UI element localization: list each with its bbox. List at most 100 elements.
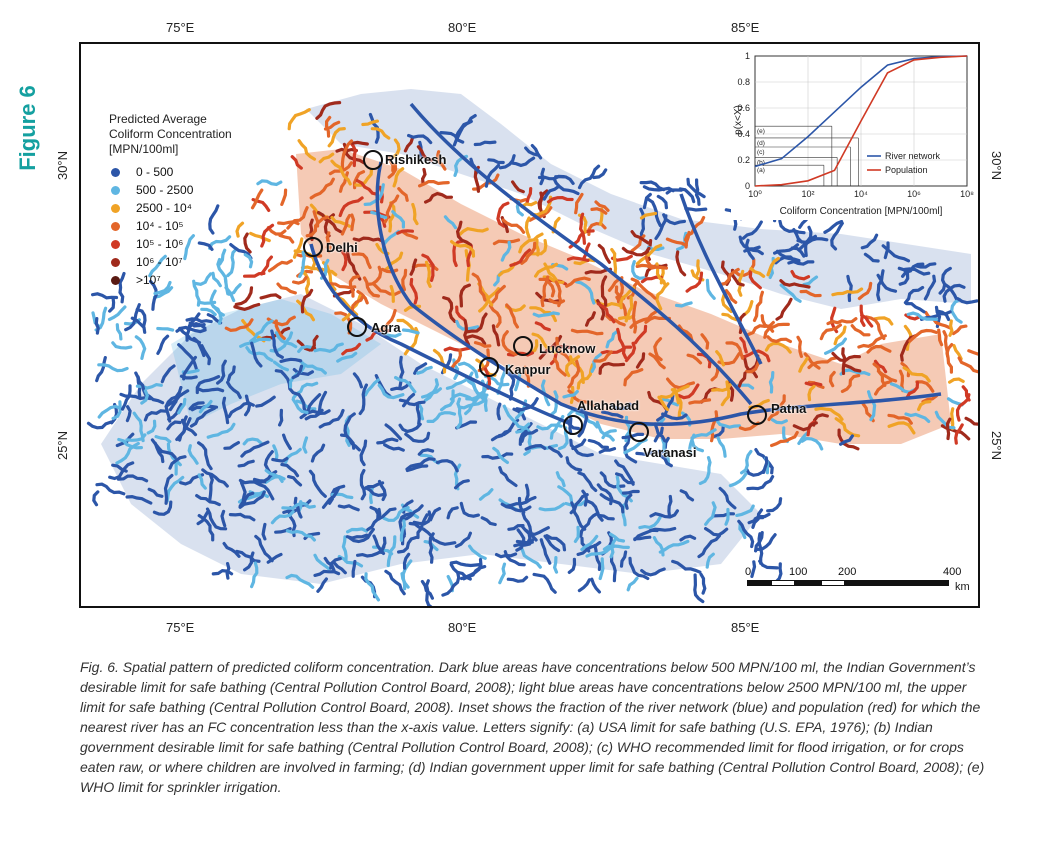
river-segment	[629, 310, 658, 329]
river-segment	[515, 422, 531, 434]
river-segment	[607, 277, 621, 292]
river-segment	[108, 461, 135, 481]
legend-swatch	[111, 185, 120, 195]
river-segment	[624, 295, 634, 323]
river-segment	[95, 482, 126, 496]
legend-swatch	[111, 203, 120, 213]
river-segment	[846, 274, 853, 303]
river-segment	[298, 250, 306, 279]
river-segment	[543, 534, 561, 553]
river-segment	[391, 210, 405, 229]
river-segment	[403, 136, 415, 153]
river-segment	[227, 283, 242, 296]
river-segment	[867, 390, 877, 422]
river-segment	[240, 440, 270, 458]
river-segment	[459, 501, 480, 518]
river-segment	[659, 384, 690, 399]
river-segment	[757, 532, 764, 565]
city-label-patna: Patna	[771, 401, 807, 416]
river-segment	[501, 330, 517, 356]
river-segment	[557, 485, 574, 503]
river-segment	[764, 341, 792, 354]
river-segment	[690, 428, 717, 440]
river-segment	[383, 443, 405, 452]
river-segment	[653, 422, 667, 443]
river-segment	[116, 474, 149, 483]
river-segment	[377, 383, 405, 400]
river-segment	[864, 315, 886, 341]
river-segment	[314, 390, 328, 417]
river-segment	[949, 298, 963, 324]
river-segment	[305, 215, 329, 238]
river-segment	[388, 201, 396, 233]
river-segment	[398, 398, 426, 407]
inset-series-line	[754, 55, 968, 168]
river-segment	[134, 335, 147, 360]
river-segment	[746, 320, 775, 337]
river-segment	[679, 489, 695, 502]
river-segment	[280, 462, 300, 478]
river-segment	[478, 488, 494, 501]
legend-title: Predicted Average Coliform Concentration…	[109, 112, 279, 157]
river-segment	[948, 377, 965, 384]
river-segment	[569, 493, 589, 515]
river-segment	[267, 259, 293, 273]
river-segment	[705, 278, 716, 300]
river-segment	[509, 248, 532, 267]
river-segment	[439, 131, 465, 144]
river-segment	[421, 387, 442, 399]
river-segment	[942, 283, 966, 303]
lon-label-bottom-75: 75°E	[166, 620, 195, 635]
river-segment	[488, 304, 502, 328]
river-segment	[724, 289, 738, 304]
river-segment	[201, 468, 229, 488]
scalebar-tick-400: 400	[943, 566, 962, 578]
river-segment	[163, 473, 174, 505]
river-segment	[518, 232, 544, 254]
river-segment	[282, 433, 292, 451]
river-segment	[500, 240, 512, 262]
river-segment	[450, 348, 463, 370]
river-segment	[185, 312, 201, 342]
main-river	[409, 102, 753, 406]
river-segment	[860, 233, 879, 250]
river-segment	[234, 286, 254, 306]
river-segment	[576, 541, 602, 556]
river-segment	[226, 247, 238, 278]
river-segment	[633, 535, 652, 541]
river-segment	[167, 402, 183, 421]
legend-item: 10⁶ - 10⁷	[109, 253, 279, 271]
river-segment	[194, 272, 213, 286]
river-segment	[287, 108, 311, 131]
city-label-varanasi: Varanasi	[643, 445, 697, 460]
river-segment	[297, 344, 314, 353]
river-segment	[532, 311, 560, 318]
river-segment	[528, 206, 553, 222]
river-segment	[348, 527, 375, 544]
river-segment	[376, 507, 397, 521]
river-segment	[351, 559, 357, 578]
river-segment	[92, 490, 100, 507]
river-segment	[545, 534, 567, 552]
river-segment	[525, 187, 533, 205]
river-segment	[352, 236, 385, 243]
river-segment	[956, 297, 978, 305]
river-segment	[370, 127, 391, 140]
river-segment	[124, 303, 141, 332]
city-marker-delhi	[303, 237, 323, 257]
river-segment	[411, 202, 419, 226]
river-segment	[721, 312, 739, 322]
river-segment	[610, 402, 632, 411]
inset-cdf-chart: (e) (d) (c) (b) (a) 0 0.2 0.4 0.6 0.8 1 10⁰ 10² 10⁴…	[731, 50, 977, 220]
river-segment	[287, 475, 303, 487]
river-segment	[615, 472, 635, 485]
river-segment	[657, 395, 670, 412]
river-segment	[552, 556, 559, 574]
river-segment	[397, 535, 418, 554]
river-segment	[507, 524, 525, 531]
river-segment	[291, 364, 304, 380]
river-segment	[350, 294, 365, 313]
river-segment	[712, 512, 735, 518]
river-segment	[292, 368, 314, 376]
river-segment	[473, 341, 492, 348]
